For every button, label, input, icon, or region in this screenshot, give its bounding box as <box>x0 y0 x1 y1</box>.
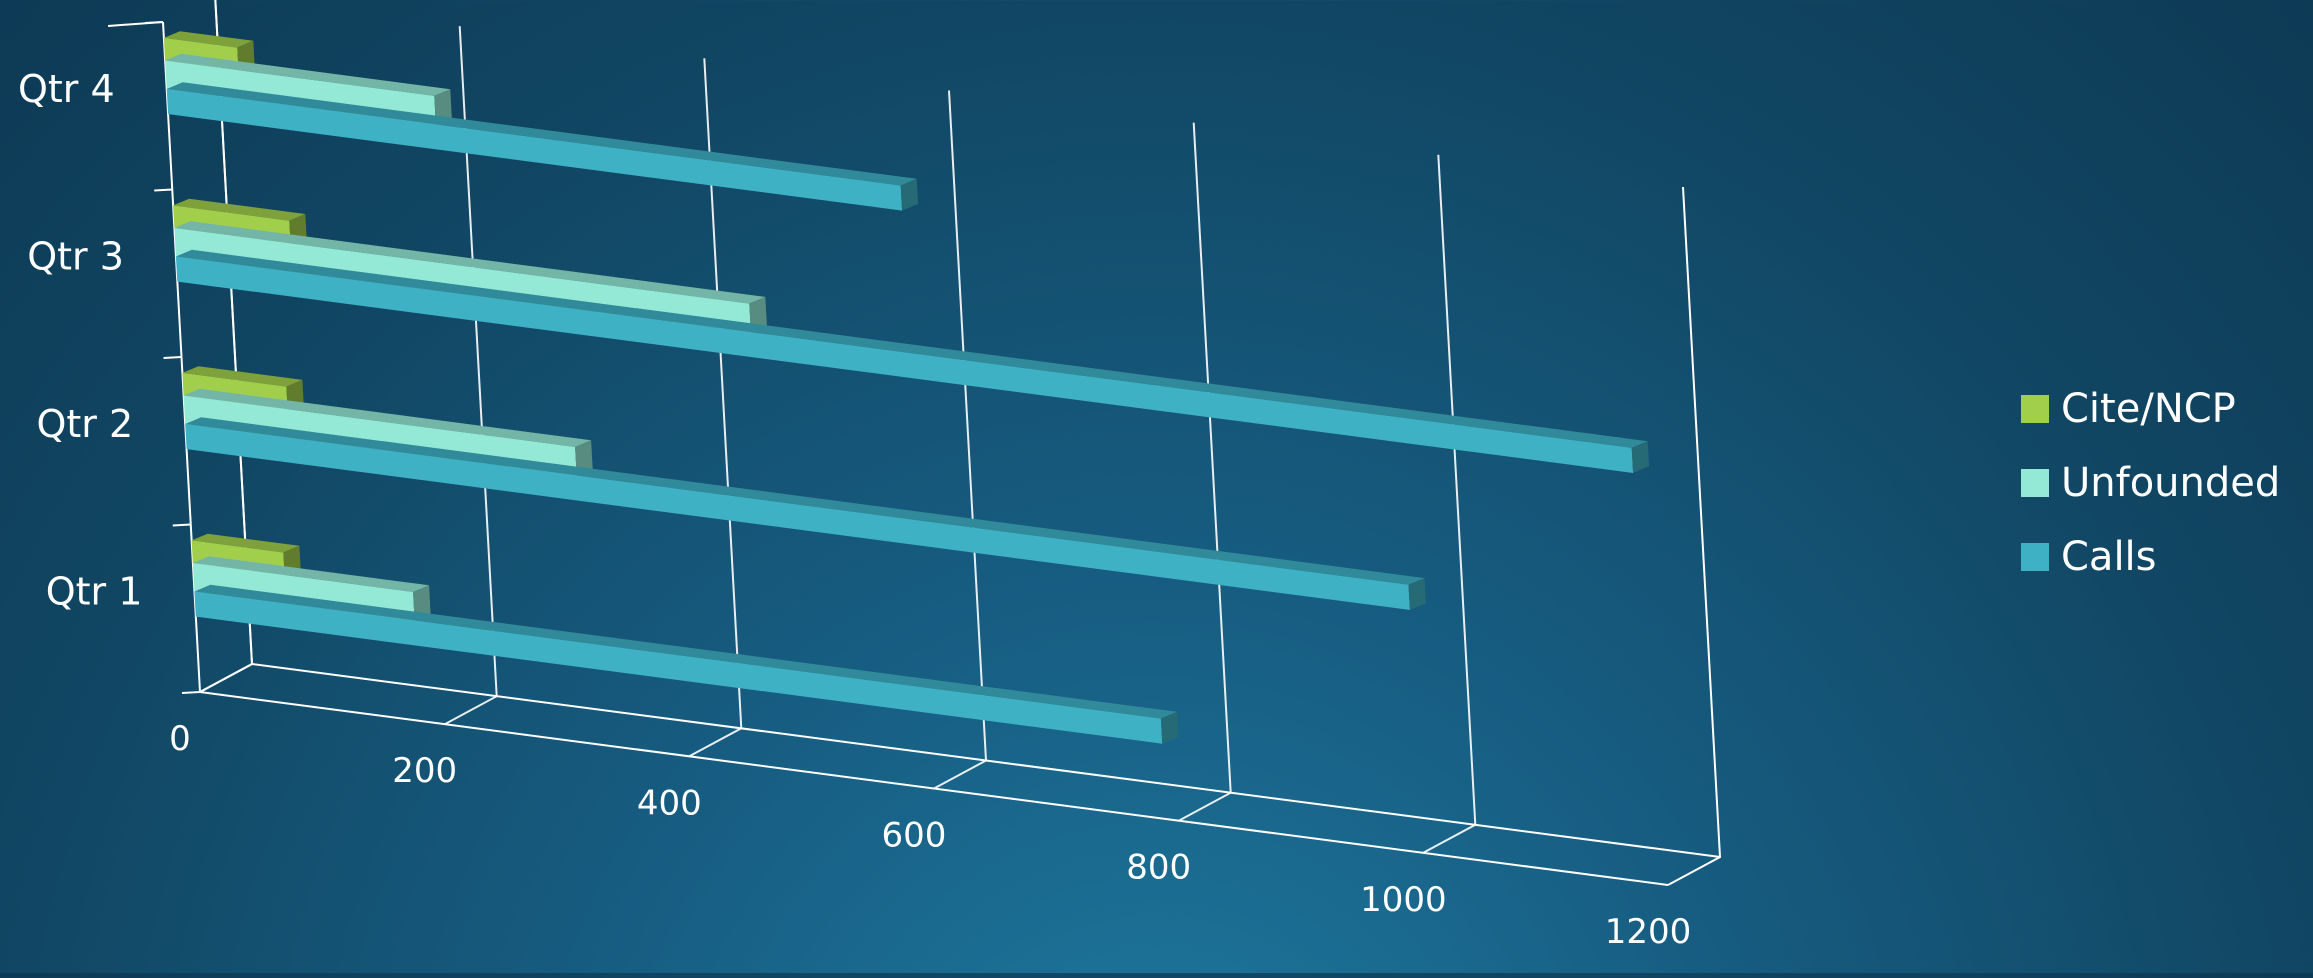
bar-top-face <box>185 417 1425 585</box>
bar-end-face <box>575 440 593 476</box>
legend-label: Cite/NCP <box>2061 386 2236 432</box>
value-axis-line <box>199 691 1669 886</box>
gridline <box>1667 186 1722 886</box>
legend: Cite/NCP Unfounded Calls <box>2021 386 2280 580</box>
gridline <box>1422 154 1477 854</box>
x-tick-label: 1200 <box>1605 912 1692 952</box>
legend-item-cite-ncp: Cite/NCP <box>2021 386 2236 432</box>
bar-calls-qtr-4 <box>166 82 919 211</box>
bar-calls-qtr-2 <box>185 417 1426 610</box>
bar-end-face <box>1160 711 1179 744</box>
category-label: Qtr 1 <box>46 570 143 614</box>
legend-item-unfounded: Unfounded <box>2021 460 2280 506</box>
category-tick <box>154 188 173 192</box>
bar-top-face <box>183 388 592 447</box>
bar-end-face <box>434 89 452 125</box>
category-tick <box>163 356 182 359</box>
legend-item-calls: Calls <box>2021 534 2157 580</box>
bar-end-face <box>900 178 919 211</box>
category-tick <box>144 21 164 24</box>
bar-front-face <box>166 89 903 211</box>
bar-top-face <box>174 221 766 304</box>
bar-calls-qtr-1 <box>194 584 1179 744</box>
x-tick-label: 400 <box>637 783 702 823</box>
bar-end-face <box>1408 578 1426 610</box>
legend-label: Unfounded <box>2061 460 2280 506</box>
legend-swatch <box>2021 395 2049 423</box>
bar-top-face <box>163 31 254 48</box>
x-tick-label: 800 <box>1126 848 1191 888</box>
x-tick-label: 200 <box>392 751 457 791</box>
bar-end-face <box>413 585 431 621</box>
bar-top-face <box>173 198 306 221</box>
bar-front-face <box>185 424 1410 610</box>
bar-top-face <box>191 533 300 553</box>
category-label: Qtr 4 <box>18 67 115 111</box>
bar-top-face <box>166 82 917 186</box>
x-tick-label: 1000 <box>1360 880 1447 920</box>
x-tick-label: 600 <box>882 816 947 856</box>
legend-swatch <box>2021 469 2049 497</box>
x-tick-label: 0 <box>169 719 191 759</box>
legend-swatch <box>2021 543 2049 571</box>
floor-back-edge <box>251 663 1721 858</box>
bar-calls-qtr-3 <box>175 249 1650 473</box>
category-label: Qtr 3 <box>27 235 124 279</box>
category-tick <box>181 691 201 694</box>
bar-top-face <box>194 584 1177 719</box>
bar-front-face <box>194 591 1163 744</box>
bar-end-face <box>1631 441 1650 473</box>
bar-front-face <box>175 256 1634 473</box>
bar-top-face <box>175 249 1648 448</box>
bar-top-face <box>165 53 451 96</box>
bar-top-face <box>192 556 430 592</box>
gridline <box>1178 122 1232 822</box>
bar-top-face <box>182 366 303 387</box>
grid-layer <box>107 0 1722 886</box>
bar-end-face <box>749 296 767 333</box>
legend-label: Calls <box>2061 534 2157 580</box>
category-label: Qtr 2 <box>36 402 133 446</box>
bars-layer <box>163 31 1650 744</box>
labels-layer: 0 200 400 600 800 1000 1200 Qtr 1 Qtr 2 Qtr 3 Qtr … <box>18 67 1691 952</box>
category-tick <box>172 523 191 527</box>
